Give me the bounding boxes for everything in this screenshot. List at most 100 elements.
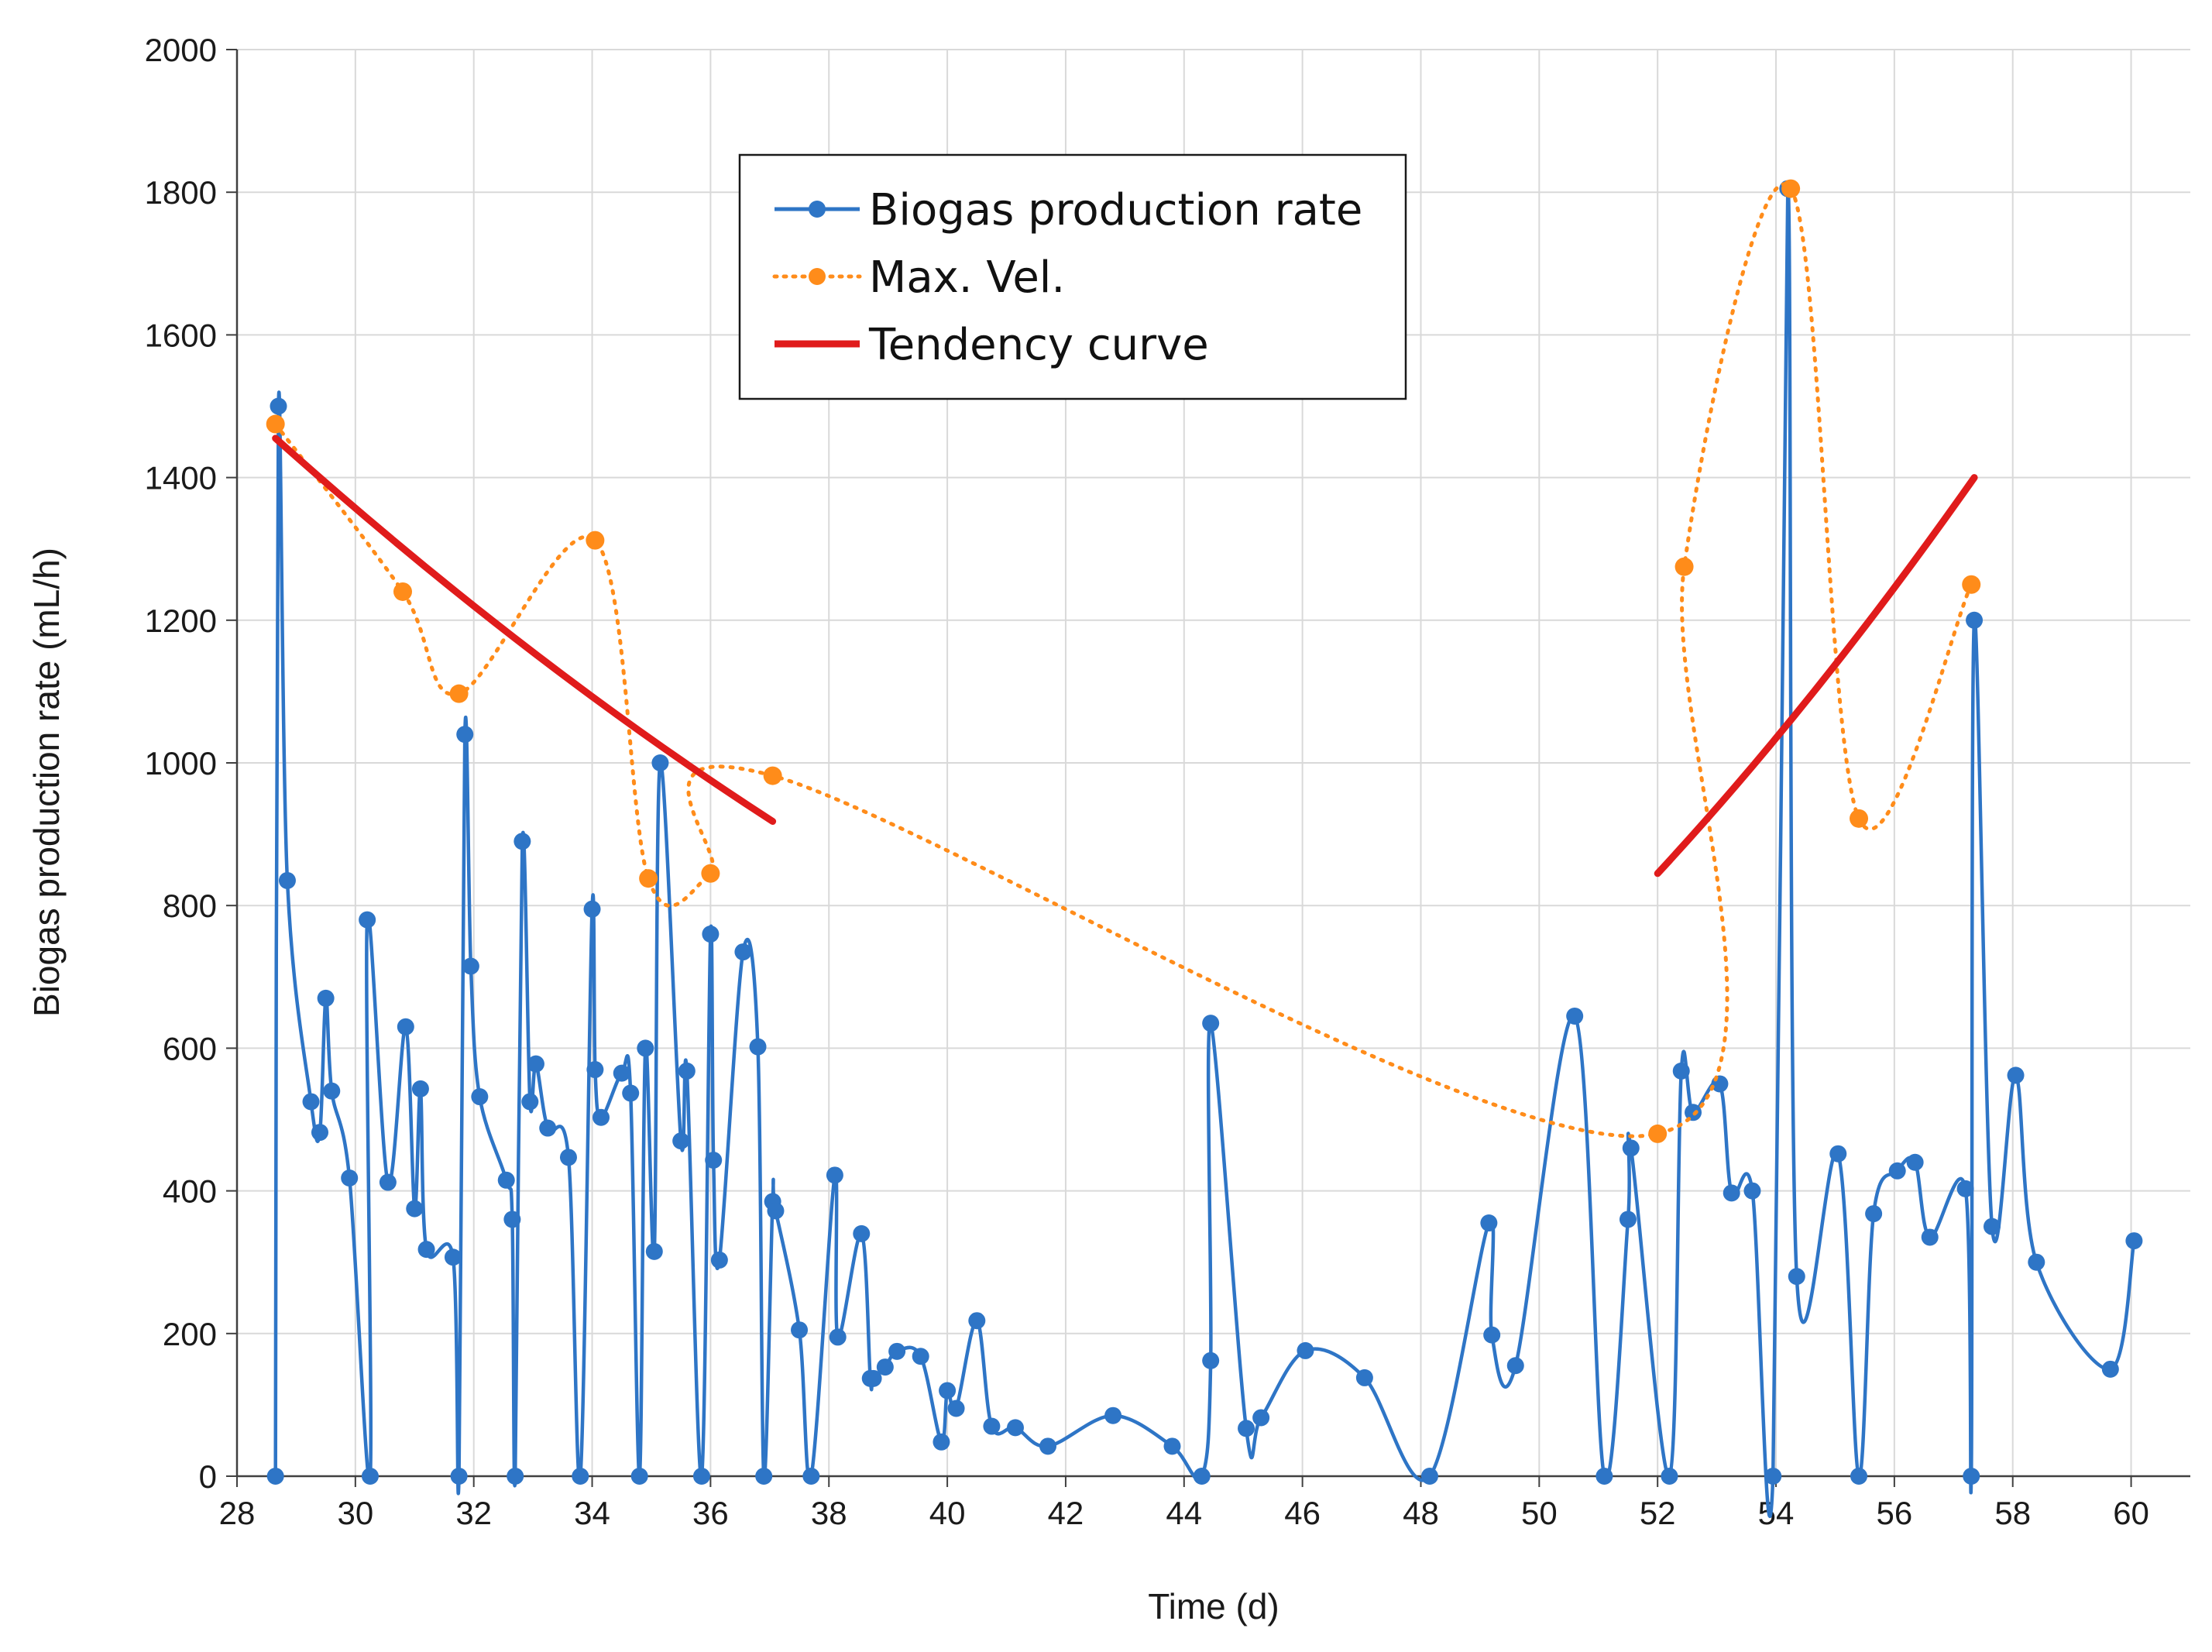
biogas-point (507, 1468, 524, 1485)
biogas-point (572, 1468, 589, 1485)
legend-entry-tendency: Tendency curve (775, 320, 1209, 370)
biogas-point (592, 1108, 610, 1126)
x-tick-label: 52 (1640, 1495, 1676, 1531)
x-tick-label: 40 (929, 1495, 966, 1531)
max-vel-point (1850, 809, 1869, 828)
plot-area (266, 179, 2143, 1519)
max-vel-point (266, 414, 285, 434)
biogas-point (1850, 1468, 1868, 1485)
biogas-point (379, 1173, 397, 1191)
biogas-point (471, 1088, 489, 1106)
biogas-point (1622, 1139, 1640, 1157)
legend-marker-biogas (809, 201, 826, 218)
y-tick-label: 600 (163, 1030, 217, 1066)
biogas-point (1661, 1468, 1678, 1485)
legend-marker-max-vel (809, 268, 826, 285)
biogas-point (734, 943, 752, 961)
biogas-point (853, 1224, 871, 1242)
y-axis-label: Biogas production rate (mL/h) (26, 548, 67, 1017)
y-tick-label: 1600 (145, 317, 217, 353)
biogas-point (1039, 1437, 1057, 1455)
biogas-point (2028, 1253, 2045, 1271)
biogas-point (749, 1038, 767, 1056)
biogas-point (2101, 1360, 2119, 1378)
biogas-point (622, 1084, 640, 1102)
max-vel-point (701, 864, 720, 883)
biogas-point (1483, 1326, 1501, 1344)
biogas-point (586, 1061, 604, 1079)
biogas-point (1723, 1184, 1740, 1202)
biogas-point (1202, 1351, 1220, 1369)
biogas-point (947, 1400, 965, 1417)
x-axis-label: Time (d) (1148, 1586, 1279, 1626)
biogas-point (302, 1093, 320, 1111)
biogas-point (1595, 1468, 1613, 1485)
biogas-point (2125, 1232, 2143, 1250)
biogas-point (1104, 1406, 1122, 1424)
biogas-point (514, 833, 531, 850)
y-tick-label: 1400 (145, 460, 217, 496)
biogas-point (1966, 611, 1984, 629)
max-vel-point (1648, 1124, 1668, 1143)
biogas-point (1829, 1145, 1847, 1163)
y-tick-label: 1800 (145, 174, 217, 211)
biogas-point (933, 1433, 950, 1451)
y-tick-label: 1200 (145, 603, 217, 639)
biogas-point (278, 871, 296, 889)
legend-entry-max-vel: Max. Vel. (772, 252, 1065, 303)
biogas-point (539, 1119, 557, 1137)
biogas-point (1764, 1468, 1782, 1485)
biogas-point (613, 1064, 630, 1082)
biogas-point (1672, 1062, 1690, 1080)
biogas-point (755, 1468, 773, 1485)
biogas-point (1238, 1420, 1255, 1437)
max-vel-point (1674, 557, 1694, 576)
biogas-point (1006, 1419, 1024, 1437)
biogas-point (826, 1166, 843, 1184)
biogas-point (710, 1251, 728, 1269)
biogas-point (1506, 1357, 1524, 1375)
x-tick-label: 48 (1403, 1495, 1439, 1531)
biogas-point (323, 1082, 341, 1100)
biogas-point (527, 1055, 544, 1073)
biogas-point (1711, 1075, 1729, 1093)
biogas-point (939, 1382, 957, 1400)
biogas-point (1865, 1205, 1883, 1223)
biogas-point (266, 1468, 284, 1485)
x-tick-label: 30 (337, 1495, 373, 1531)
x-tick-label: 56 (1877, 1495, 1913, 1531)
x-tick-label: 44 (1166, 1495, 1202, 1531)
biogas-point (1963, 1468, 1980, 1485)
x-tick-label: 58 (1994, 1495, 2031, 1531)
biogas-point (444, 1248, 462, 1266)
biogas-point (497, 1171, 515, 1189)
biogas-point (651, 754, 669, 771)
biogas-point (417, 1241, 435, 1259)
biogas-point (521, 1093, 539, 1111)
max-vel-point (586, 531, 605, 550)
biogas-point (406, 1200, 424, 1218)
biogas-point (1252, 1409, 1270, 1427)
x-tick-label: 60 (2113, 1495, 2149, 1531)
biogas-point (912, 1348, 929, 1365)
y-tick-label: 200 (163, 1316, 217, 1352)
biogas-point (637, 1039, 654, 1057)
biogas-point (672, 1132, 690, 1150)
biogas-point (397, 1018, 414, 1036)
max-vel-point (639, 869, 658, 888)
x-tick-label: 38 (811, 1495, 847, 1531)
max-vel-point (1781, 179, 1801, 198)
biogas-point (876, 1358, 894, 1376)
biogas-point (341, 1169, 359, 1187)
max-vel-point (449, 684, 469, 703)
biogas-point (462, 957, 479, 975)
biogas-point (645, 1242, 663, 1260)
biogas-point (829, 1328, 847, 1346)
biogas-point (802, 1468, 820, 1485)
y-tick-label: 800 (163, 888, 217, 924)
biogas-point (361, 1468, 379, 1485)
biogas-point (1906, 1153, 1924, 1171)
x-tick-label: 50 (1521, 1495, 1558, 1531)
biogas-point (692, 1468, 710, 1485)
